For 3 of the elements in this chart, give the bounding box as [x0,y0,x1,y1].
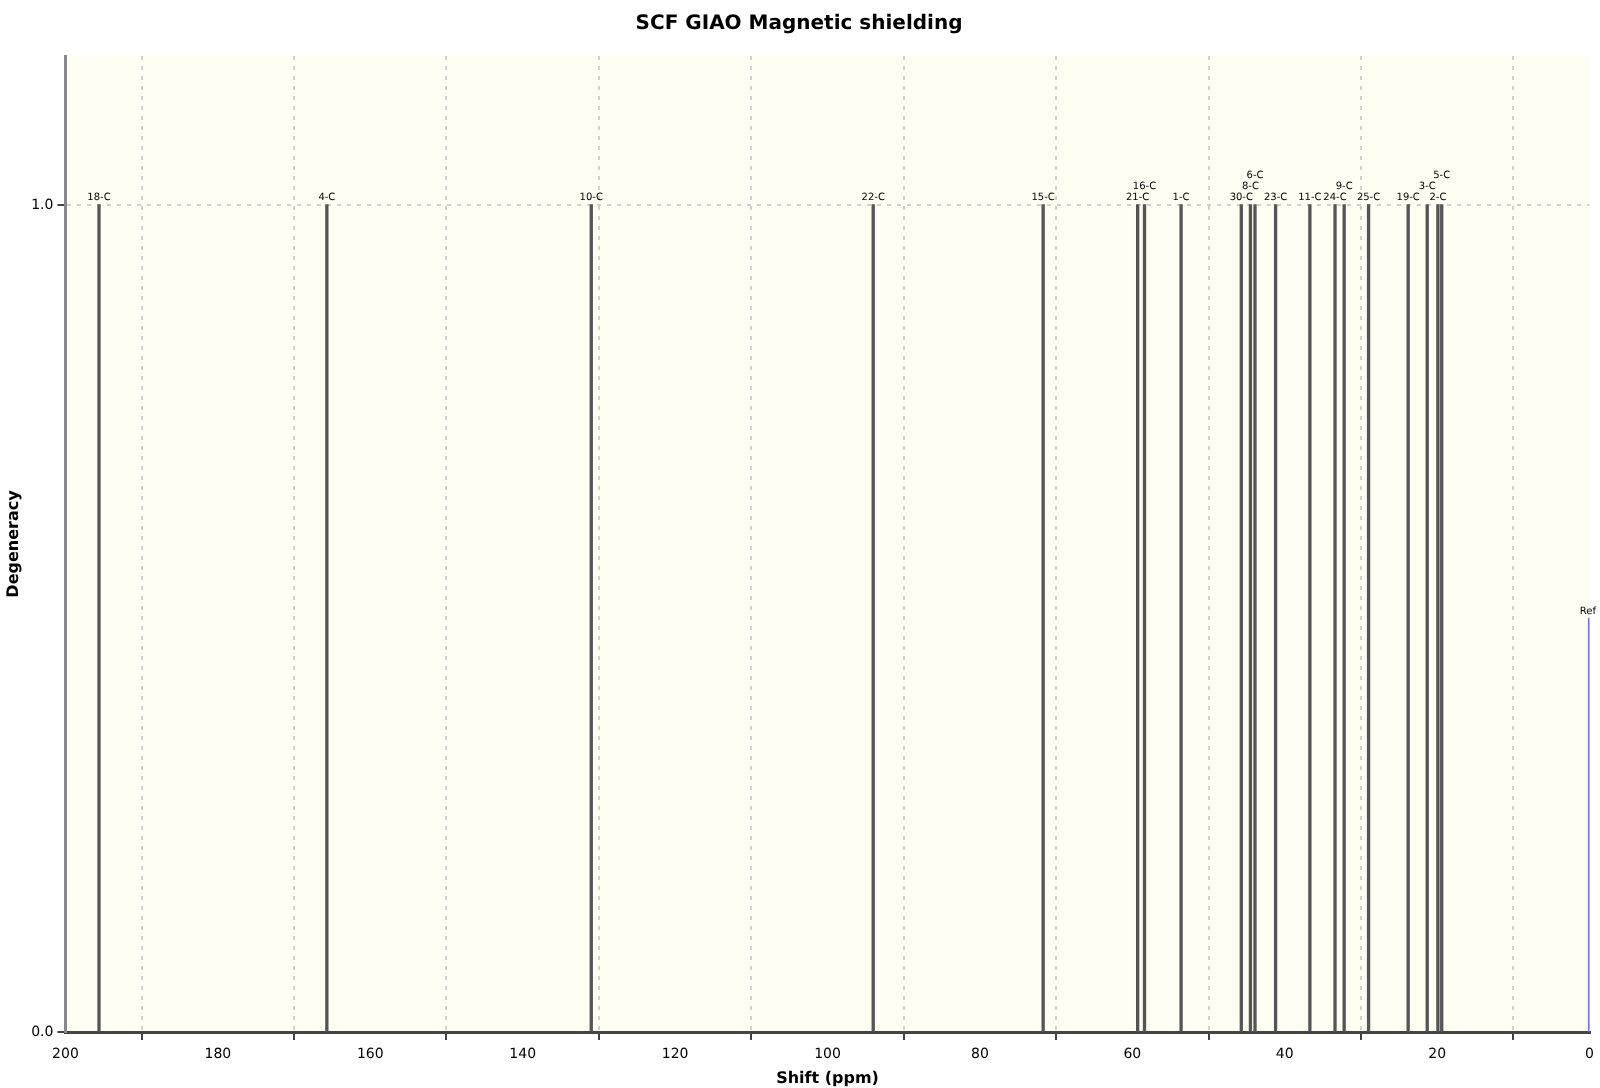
x-axis-title: Shift (ppm) [776,1068,879,1087]
chart-title: SCF GIAO Magnetic shielding [635,13,963,36]
y-axis-title: Degeneracy [3,488,22,598]
